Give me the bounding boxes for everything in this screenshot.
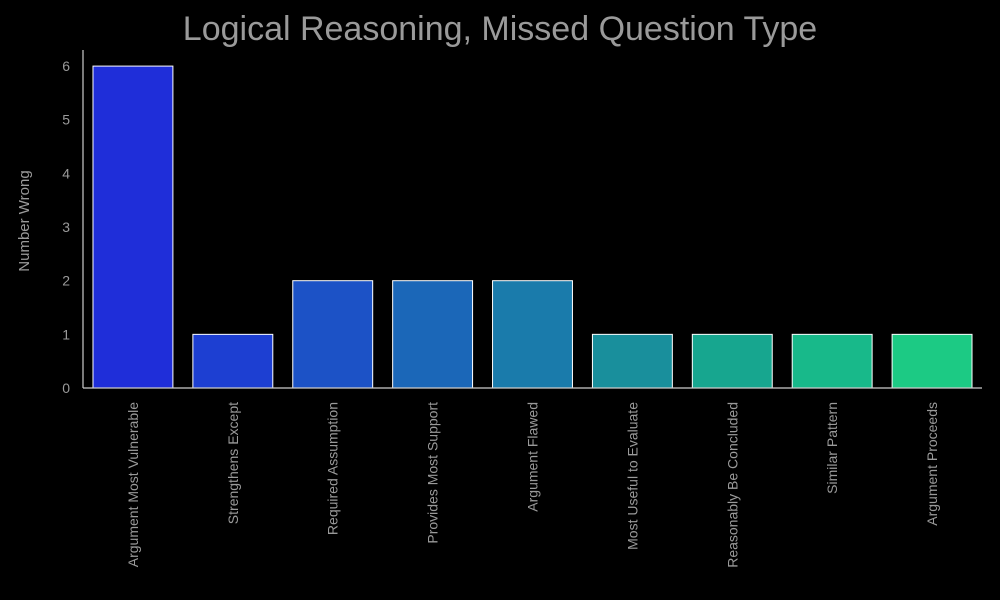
x-tick-label: Reasonably Be Concluded — [724, 402, 740, 568]
x-tick-label: Strengthens Except — [225, 402, 241, 524]
y-axis-label: Number Wrong — [16, 170, 33, 271]
x-tick-label: Required Assumption — [325, 402, 341, 535]
chart-title: Logical Reasoning, Missed Question Type — [182, 10, 818, 48]
y-tick-label: 3 — [62, 219, 70, 235]
bar — [292, 280, 374, 389]
bar — [392, 280, 474, 389]
y-tick-label: 5 — [62, 112, 70, 128]
bar — [791, 333, 873, 389]
x-tick-label: Argument Flawed — [525, 402, 541, 512]
y-tick-label: 2 — [62, 273, 70, 289]
y-tick-label: 0 — [62, 380, 70, 396]
y-axis-ticks: 0 1 2 3 4 5 6 — [62, 58, 70, 396]
x-tick-label: Similar Pattern — [824, 402, 840, 494]
y-tick-label: 1 — [62, 326, 70, 342]
y-tick-label: 4 — [62, 165, 70, 181]
bars-group — [92, 65, 973, 389]
bar — [691, 333, 773, 389]
x-axis-ticks: Argument Most Vulnerable Strengthens Exce… — [125, 402, 940, 568]
x-tick-label: Provides Most Support — [425, 402, 441, 544]
bar — [92, 65, 174, 389]
bar — [591, 333, 673, 389]
x-tick-label: Most Useful to Evaluate — [624, 402, 640, 550]
bar — [492, 280, 573, 389]
y-tick-label: 6 — [62, 58, 70, 74]
bar — [192, 333, 274, 389]
x-tick-label: Argument Most Vulnerable — [125, 402, 141, 567]
bar — [891, 333, 973, 389]
x-tick-label: Argument Proceeds — [924, 402, 940, 526]
